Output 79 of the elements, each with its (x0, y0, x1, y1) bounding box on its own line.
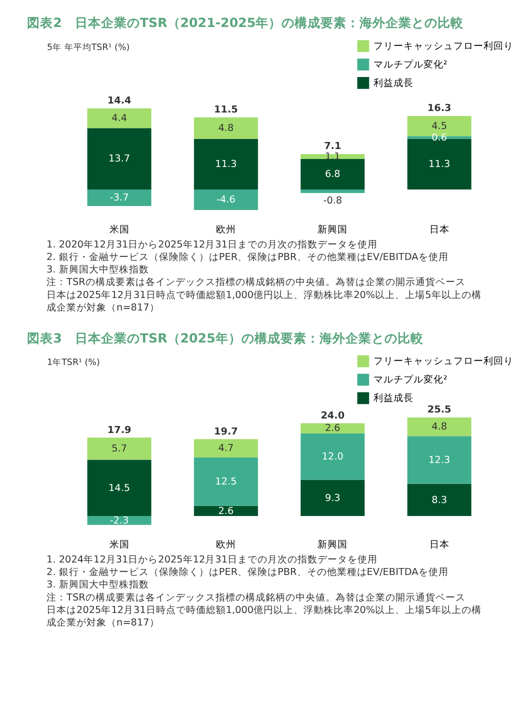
legend-label: マルチプル変化² (373, 58, 448, 70)
bar (87, 460, 152, 516)
bar (300, 433, 365, 480)
x-tick-label: 欧州 (216, 538, 236, 550)
data-label: -4.6 (216, 194, 236, 206)
bar (300, 423, 365, 434)
data-label: 2.6 (324, 423, 340, 434)
x-tick-label: 米国 (109, 538, 130, 550)
bar (194, 117, 258, 139)
text: 日本は2025年12月31日時点で時価総額1,000億円以上、浮動株比率20%以上、上場5年以上の構成企業が対象（n=817） (46, 288, 482, 314)
legend-label: 利益成長 (373, 76, 414, 89)
data-label: 13.7 (108, 154, 130, 165)
x-tick-label: 欧州 (216, 223, 236, 236)
data-label: 12.0 (322, 452, 344, 463)
data-label: 4.7 (218, 443, 234, 454)
data-label: 0.6 (432, 132, 448, 144)
data-label: -3.7 (110, 192, 129, 204)
legend-label: マルチプル変化² (373, 374, 448, 386)
text: 3. 新興国大中型株指数 (46, 578, 149, 591)
data-label: -2.3 (110, 515, 129, 526)
bar (194, 457, 258, 506)
text: 3. 新興国大中型株指数 (46, 264, 149, 276)
total-label: 7.1 (324, 141, 342, 152)
total-label: 24.0 (320, 410, 345, 422)
bar (194, 439, 258, 458)
total-label: 19.7 (214, 426, 238, 438)
data-label: 14.5 (108, 482, 130, 494)
x-tick-label: 新興国 (318, 538, 348, 550)
data-label: 9.3 (324, 492, 340, 504)
text: 2. 銀行・金融サービス（保険除く）はPER、保険はPBR、その他業種はEV/EBITDAを使用 (46, 250, 448, 263)
bar (194, 506, 258, 516)
legend-label: 利益成長 (373, 392, 414, 404)
total-label: 16.3 (427, 103, 452, 114)
y-axis-title: 5年 年平均TSR¹ (%) (47, 42, 130, 53)
chart-title: 図表3 日本企業のTSR（2025年）の構成要素：海外企業との比較 (27, 330, 424, 346)
y-axis-title: 1年TSR¹ (%) (47, 357, 100, 368)
total-label: 14.4 (107, 96, 132, 107)
bar (194, 138, 258, 190)
data-label: 8.3 (432, 494, 448, 506)
total-label: 11.5 (214, 104, 238, 116)
x-tick-label: 新興国 (318, 223, 348, 236)
text: 2. 銀行・金融サービス（保険除く）はPER、保険はPBR、その他業種はEV/EBITDAを使用 (46, 566, 448, 578)
data-label: 4.5 (432, 121, 448, 132)
x-tick-label: 日本 (429, 223, 450, 236)
total-label: 25.5 (427, 404, 452, 416)
bar (87, 128, 152, 190)
data-label: 5.7 (112, 444, 127, 455)
bar (407, 417, 472, 436)
total-label: 17.9 (107, 424, 132, 436)
text: 注：TSRの構成要素は各インデックス指標の構成銘柄の中央値。為替は企業の開示通貨ベース (46, 591, 466, 604)
x-tick-label: 日本 (429, 538, 450, 550)
data-label: 4.8 (432, 422, 448, 433)
text: 注：TSRの構成要素は各インデックス指標の構成銘柄の中央値。為替は企業の開示通貨ベース (46, 276, 466, 288)
data-label: 2.6 (218, 506, 234, 517)
text: 1. 2024年12月31日から2025年12月31日までの月次の指数データを使用 (46, 554, 378, 566)
text: 1. 2020年12月31日から2025年12月31日までの月次の指数データを使用 (46, 238, 378, 250)
data-label: 4.4 (112, 113, 127, 124)
bar (87, 108, 152, 128)
bar (87, 438, 152, 460)
bar (87, 189, 152, 206)
legend-label: フリーキャッシュフロー利回り (373, 355, 514, 368)
data-label: 12.3 (428, 454, 450, 466)
data-label: 12.5 (215, 476, 237, 488)
data-label: 6.8 (324, 169, 340, 180)
chart-title: 図表2 日本企業のTSR（2021-2025年）の構成要素：海外企業との比較 (27, 15, 465, 30)
data-label: 4.8 (218, 123, 234, 134)
data-label: 11.3 (215, 159, 237, 170)
bar (300, 480, 365, 516)
bar (407, 484, 472, 516)
bar (300, 159, 365, 190)
x-tick-label: 米国 (109, 223, 130, 236)
bar (87, 516, 152, 525)
data-label: -0.8 (323, 196, 342, 207)
legend-label: フリーキャッシュフロー利回り (373, 40, 514, 52)
bar (194, 189, 258, 210)
bar (407, 436, 472, 484)
text: 日本は2025年12月31日時点で時価総額1,000億円以上、浮動株比率20%以上、上場5年以上の構成企業が対象（n=817） (46, 604, 482, 629)
bar (300, 189, 365, 194)
data-label: 11.3 (428, 159, 450, 170)
